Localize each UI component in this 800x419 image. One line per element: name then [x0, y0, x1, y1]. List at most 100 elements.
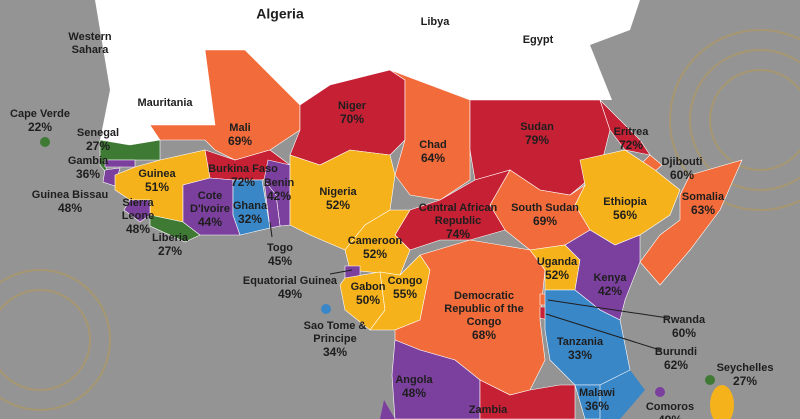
country-shape	[149, 49, 301, 161]
country-shape	[149, 214, 201, 243]
country-shape	[564, 229, 641, 321]
share-label: 79%	[525, 133, 549, 147]
name-label: Cape Verde	[10, 108, 70, 120]
country-shape	[639, 159, 743, 286]
name-label: Democratic	[454, 290, 514, 302]
name-label: Tanzania	[557, 336, 604, 348]
mozambique	[600, 370, 645, 419]
name-label: Cameroon	[348, 235, 403, 247]
name-label: Zambia	[469, 404, 508, 416]
share-label: 69%	[228, 134, 252, 148]
share-label: 68%	[472, 328, 496, 342]
name-label: Angola	[395, 374, 433, 386]
share-label: 36%	[585, 399, 609, 413]
name-label: Burkina Faso	[208, 163, 278, 175]
name-label: Sao Tome &	[304, 320, 367, 332]
name-label: Leone	[122, 210, 154, 222]
share-label: 72%	[231, 175, 255, 189]
share-label: 32%	[238, 212, 262, 226]
share-label: 33%	[568, 348, 592, 362]
name-label: Central African	[419, 202, 498, 214]
country-shape	[479, 379, 576, 419]
share-label: 51%	[145, 180, 169, 194]
madagascar	[710, 385, 734, 419]
name-label: Congo	[467, 316, 502, 328]
name-label: Togo	[267, 242, 293, 254]
name-label: Liberia	[152, 232, 189, 244]
name-label: Rwanda	[663, 314, 706, 326]
country-dot	[655, 387, 665, 397]
name-label: Uganda	[537, 256, 578, 268]
name-label: Chad	[419, 139, 447, 151]
share-label: 44%	[198, 215, 222, 229]
name-label: Eritrea	[614, 126, 650, 138]
name-label: Djibouti	[662, 156, 703, 168]
decoration	[0, 29, 800, 411]
name-label: Somalia	[682, 191, 725, 203]
name-label: Niger	[338, 100, 367, 112]
name-label: D'Ivoire	[190, 203, 230, 215]
leader-line	[329, 269, 353, 275]
name-label: Libya	[421, 16, 451, 28]
name-label: Malawi	[579, 387, 615, 399]
share-label: 48%	[126, 222, 150, 236]
name-label: Nigeria	[319, 186, 357, 198]
share-label: 74%	[446, 227, 470, 241]
name-label: South Sudan	[511, 202, 579, 214]
name-label: Ethiopia	[603, 196, 647, 208]
name-label: Sudan	[520, 121, 554, 133]
share-label: 48%	[58, 201, 82, 215]
share-label: 34%	[323, 345, 347, 359]
share-label: 50%	[356, 293, 380, 307]
country-shapes	[40, 49, 743, 419]
share-label: 49%	[658, 413, 682, 419]
share-label: 62%	[664, 358, 688, 372]
leader-line	[545, 313, 661, 351]
country-shape	[599, 99, 651, 156]
share-label: 27%	[733, 374, 757, 388]
share-label: 60%	[672, 326, 696, 340]
name-label: Cote	[198, 190, 222, 202]
name-label: Western	[68, 31, 111, 43]
country-shape	[123, 199, 151, 223]
country-shape	[104, 159, 136, 168]
name-label: Seychelles	[717, 362, 774, 374]
country-shape	[574, 384, 601, 419]
name-label: Mauritania	[137, 97, 193, 109]
name-label: Gabon	[351, 281, 386, 293]
share-label: 60%	[670, 168, 694, 182]
name-label: Benin	[264, 177, 295, 189]
share-label: 27%	[86, 139, 110, 153]
name-label: Equatorial Guinea	[243, 275, 338, 287]
share-label: 42%	[267, 189, 291, 203]
southern-land	[380, 400, 395, 419]
name-label: Gambia	[68, 155, 109, 167]
north-africa	[95, 0, 640, 145]
share-label: 70%	[340, 112, 364, 126]
country-dot	[705, 375, 715, 385]
country-dot	[40, 137, 50, 147]
name-label: Sierra	[122, 197, 154, 209]
country-shape	[232, 179, 271, 236]
name-label: Mali	[229, 122, 250, 134]
name-label: Guinea	[138, 168, 176, 180]
share-label: 22%	[28, 120, 52, 134]
share-label: 52%	[326, 198, 350, 212]
name-label: Congo	[388, 275, 423, 287]
share-label: 36%	[76, 167, 100, 181]
name-label: Ghana	[233, 200, 268, 212]
share-label: 42%	[598, 284, 622, 298]
share-label: 55%	[393, 287, 417, 301]
share-label: 63%	[691, 203, 715, 217]
name-label: Kenya	[593, 272, 627, 284]
name-label: Guinea Bissau	[32, 189, 108, 201]
name-label: Algeria	[256, 6, 304, 22]
country-shape	[544, 289, 631, 386]
share-label: 56%	[613, 208, 637, 222]
share-label: 49%	[278, 287, 302, 301]
name-label: Comoros	[646, 401, 694, 413]
share-label: 52%	[363, 247, 387, 261]
